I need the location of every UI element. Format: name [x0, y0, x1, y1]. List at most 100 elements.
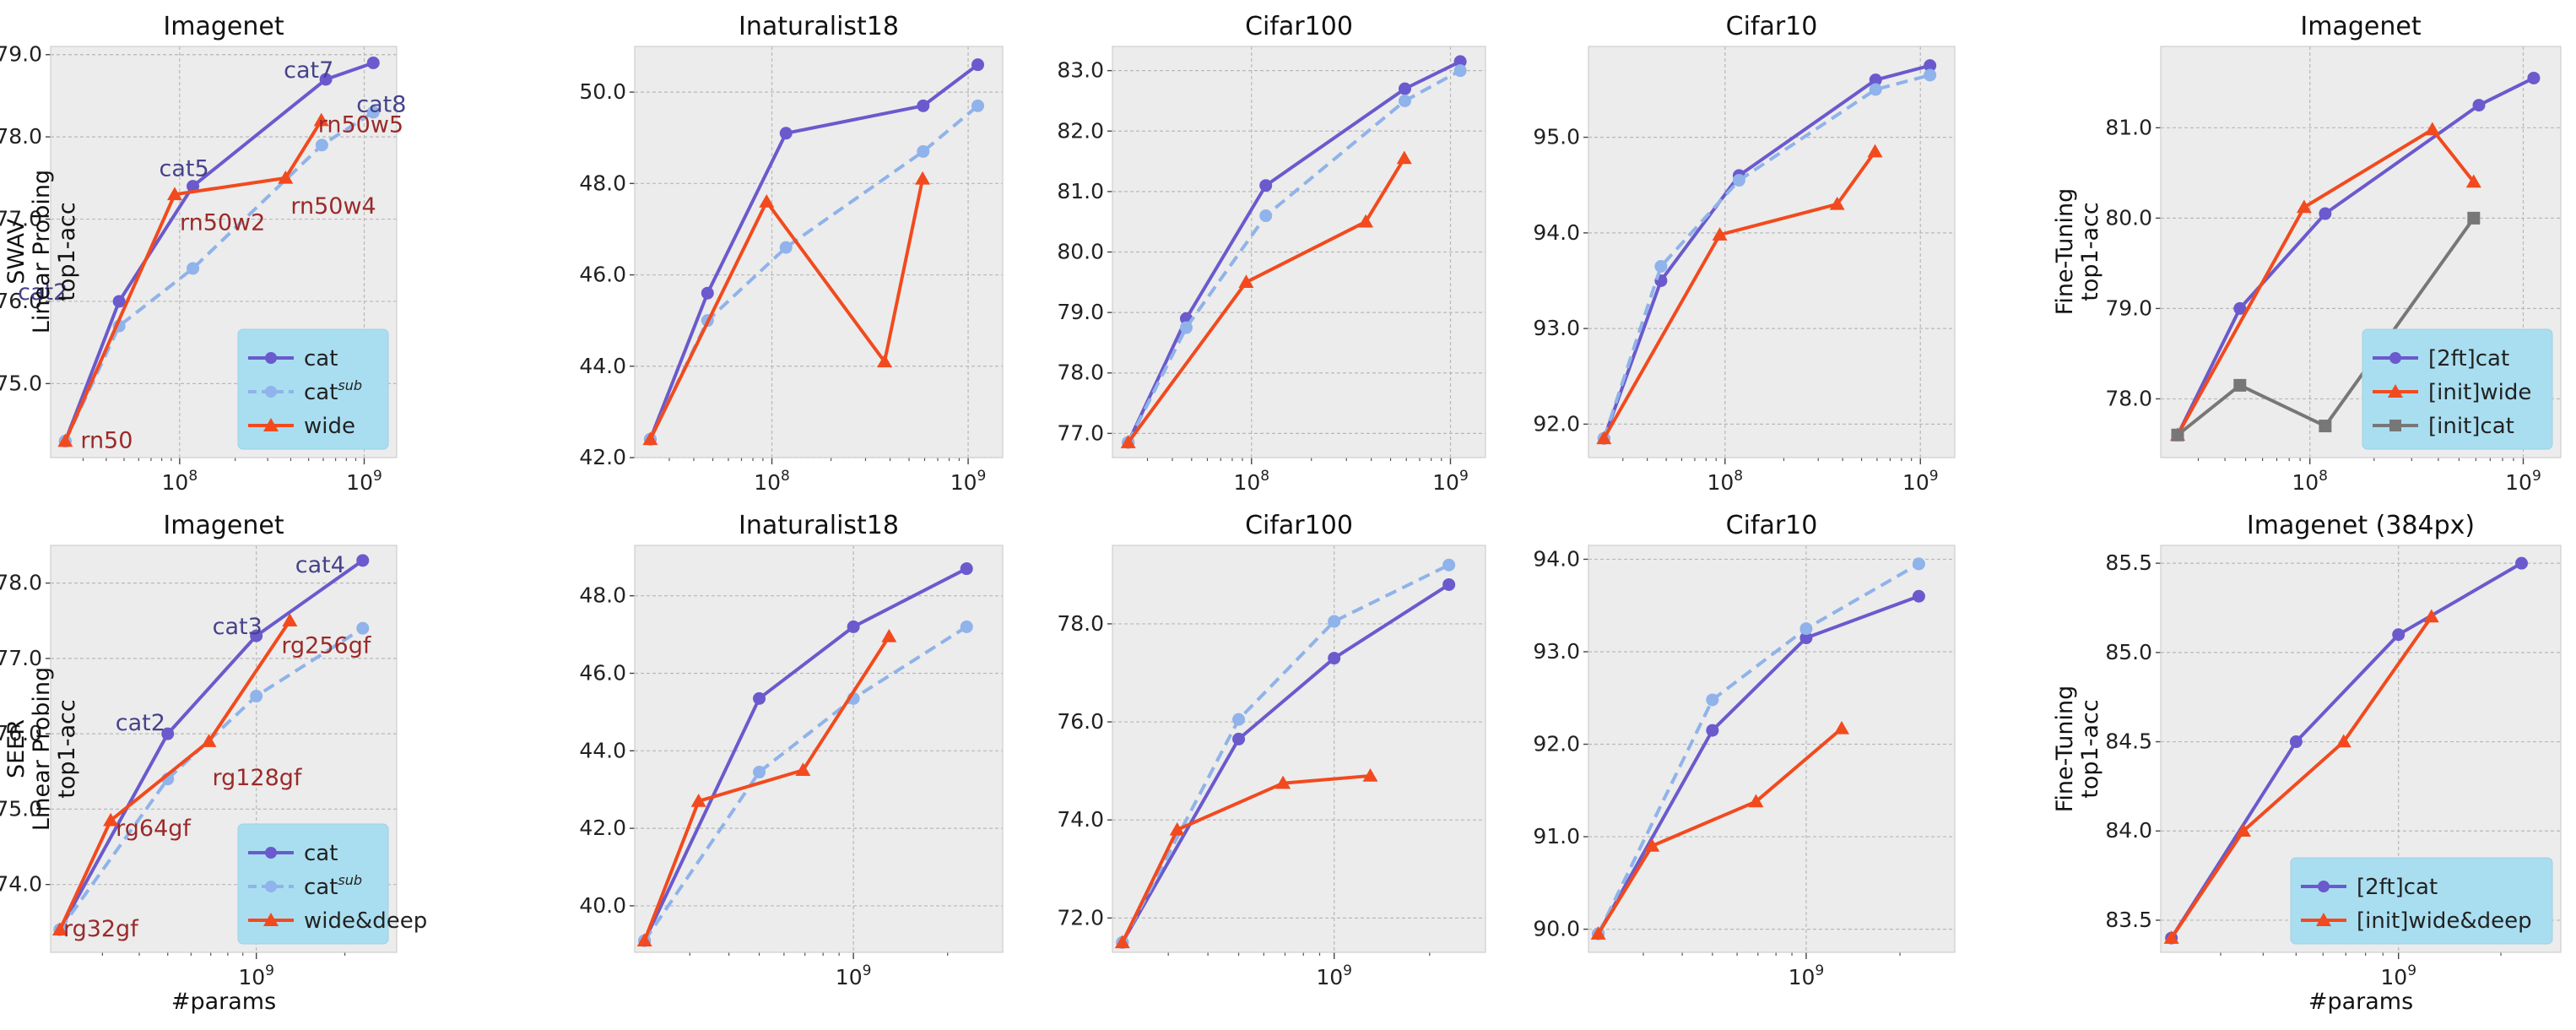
series-wide [1114, 767, 1378, 949]
legend-label-name: cat [304, 875, 338, 900]
data-point [1706, 724, 1719, 737]
legend-label-name: cat [304, 346, 338, 371]
data-point [971, 58, 984, 72]
legend-label-name: cat [304, 380, 338, 405]
y-tick-label: 94.0 [1533, 220, 1580, 245]
series-wide [1590, 720, 1849, 940]
y-tick-label: 80.0 [2105, 205, 2152, 230]
y-tick-label: 93.0 [1533, 316, 1580, 340]
x-tick-exponent: 8 [1734, 468, 1743, 485]
x-minor-ticks [2197, 458, 2514, 461]
annotation-label: cat5 [160, 156, 209, 182]
plot-frame [634, 545, 1004, 953]
legend-label-name: [init]wide&deep [2357, 908, 2532, 934]
data-point [315, 138, 328, 152]
data-point [2296, 199, 2312, 214]
y-tick-label: 79.0 [1057, 300, 1104, 324]
plot-frame [2160, 46, 2562, 458]
series-line [1602, 150, 1877, 440]
data-point [2472, 99, 2486, 112]
y-tick-label: 46.0 [579, 660, 626, 685]
y-tick-label: 93.0 [1533, 639, 1580, 664]
y-tick-label: 77.0 [0, 646, 42, 670]
chart-panel-9: 90.0 91.0 92.0 93.0 94.0 109 Cifar10 [1533, 511, 1956, 989]
plot-frame [2160, 545, 2562, 953]
x-tick-label: 109 [1789, 962, 1825, 989]
y-tick-label: 75.0 [0, 371, 42, 395]
x-minor-ticks [1642, 952, 1901, 956]
data-point [2235, 823, 2251, 837]
y-tick-label: 84.5 [2105, 729, 2152, 754]
plot-area [1588, 46, 1955, 458]
legend-label-name: wide [304, 414, 355, 439]
legend-swatch-marker [2388, 384, 2403, 398]
x-tick-label: 108 [162, 468, 198, 495]
row-label-swav: SWAVLinear Probingtop1-acc [3, 170, 80, 333]
legend-label: [2ft]cat [2357, 875, 2438, 900]
data-point [1912, 557, 1925, 571]
x-axis-label: #params [171, 989, 276, 1015]
y-tick-label: 76.0 [1057, 709, 1104, 734]
data-point [282, 613, 298, 627]
x-tick-base: 10 [836, 965, 863, 989]
x-tick-base: 10 [1707, 470, 1734, 495]
y-tick-label: 48.0 [579, 583, 626, 608]
legend-label: wide&deep [304, 908, 427, 934]
y-tick-label: 79.0 [2105, 295, 2152, 320]
y-tick-label: 48.0 [579, 171, 626, 195]
plot-area [1112, 545, 1486, 952]
data-point [1362, 767, 1378, 782]
data-point [1259, 179, 1273, 192]
chart-title: Imagenet [163, 12, 284, 41]
data-point [2527, 71, 2541, 84]
legend-label: wide [304, 414, 355, 439]
y-tick-label: 77.0 [1057, 420, 1104, 445]
series-cat [53, 554, 370, 936]
y-tick-label: 50.0 [579, 79, 626, 104]
plot-frame [1112, 46, 1486, 458]
data-point [1829, 196, 1845, 210]
x-tick-label: 109 [1902, 468, 1939, 495]
legend-box [2290, 857, 2553, 945]
chart-title: Imagenet (384px) [2247, 511, 2475, 540]
data-point [917, 99, 930, 112]
data-point [1912, 589, 1925, 603]
x-tick-base: 10 [1789, 965, 1816, 989]
legend-label: catsub [304, 377, 362, 405]
y-tick-label: 90.0 [1533, 917, 1580, 941]
y-tick-label: 92.0 [1533, 411, 1580, 436]
x-tick-label: 109 [836, 962, 872, 989]
x-tick-label: 109 [2380, 962, 2416, 989]
y-tick-label: 81.0 [2105, 115, 2152, 139]
series-line [2169, 615, 2433, 940]
legend-label-sup: sub [338, 377, 362, 393]
data-point [971, 99, 984, 112]
annotation-label: cat2 [18, 279, 68, 306]
data-point [960, 562, 973, 576]
x-minor-ticks [668, 458, 961, 461]
x-tick-exponent: 9 [265, 962, 274, 979]
x-tick-exponent: 8 [781, 468, 790, 485]
data-point [1833, 720, 1849, 735]
plot-frame [634, 46, 1004, 458]
data-point [960, 620, 973, 633]
data-point [1114, 935, 1130, 949]
y-tick-label: 95.0 [1533, 125, 1580, 149]
data-point [2392, 628, 2406, 642]
annotation-label: rg256gf [281, 632, 371, 659]
legend-label-name: [init]cat [2428, 414, 2514, 439]
series-line [2176, 127, 2476, 436]
data-point [319, 73, 333, 86]
data-point [1924, 68, 1937, 82]
legend-label: [init]cat [2428, 414, 2514, 439]
chart-title: Cifar100 [1245, 12, 1353, 41]
data-point [187, 262, 200, 275]
x-tick-base: 10 [2505, 470, 2532, 495]
data-point [701, 286, 714, 300]
series-line [2176, 217, 2476, 436]
data-point [51, 922, 68, 935]
data-point [1442, 577, 1456, 591]
data-point [1712, 227, 1728, 241]
